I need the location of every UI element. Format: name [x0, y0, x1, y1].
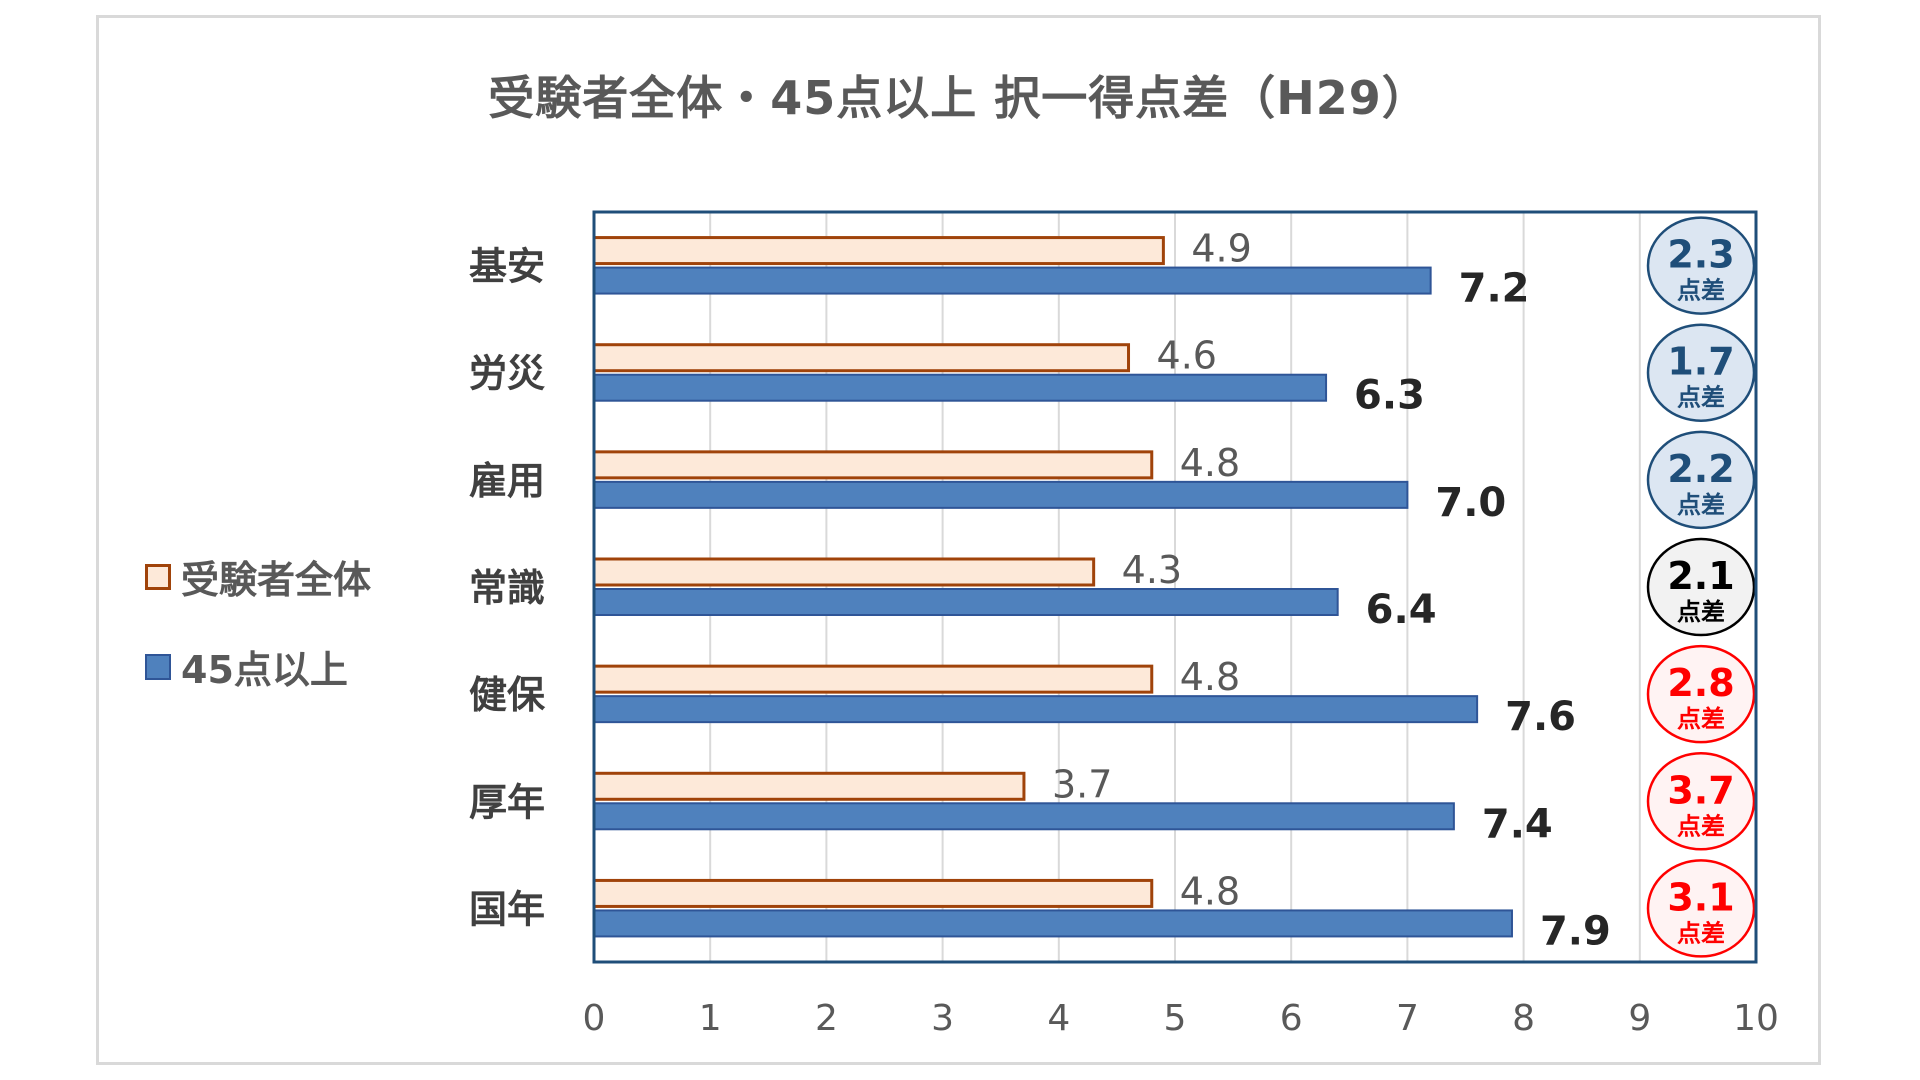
bar-series-1 — [592, 771, 1026, 801]
x-tick-label: 0 — [583, 998, 606, 1039]
data-label-series-1: 4.8 — [1180, 655, 1240, 699]
difference-badge — [1646, 323, 1756, 422]
bar-series-2 — [593, 909, 1513, 938]
bar-series-1 — [592, 557, 1096, 587]
x-tick-label: 6 — [1280, 998, 1303, 1039]
bar-layer — [592, 236, 1513, 938]
x-tick-label: 4 — [1047, 998, 1070, 1039]
category-label: 基安 — [469, 245, 545, 289]
bar-series-2 — [593, 373, 1328, 402]
difference-value: 2.1 — [1667, 554, 1734, 598]
category-label: 健保 — [469, 673, 546, 717]
x-tick-label: 9 — [1628, 998, 1651, 1039]
grid-layer — [709, 212, 1641, 962]
difference-badge — [1646, 430, 1756, 530]
difference-badge — [1646, 537, 1756, 637]
legend-item-series-1: 受験者全体 — [145, 549, 371, 604]
difference-unit: 点差 — [1677, 919, 1725, 947]
difference-value: 3.7 — [1667, 768, 1734, 812]
data-label-series-2: 7.6 — [1505, 694, 1576, 740]
x-tick-label: 7 — [1396, 998, 1419, 1039]
data-label-series-1: 4.6 — [1157, 334, 1217, 378]
difference-value: 2.3 — [1667, 233, 1734, 277]
difference-badge — [1646, 216, 1756, 315]
category-label: 国年 — [469, 887, 545, 931]
difference-value: 2.8 — [1667, 661, 1734, 705]
bar-series-2 — [593, 695, 1479, 724]
x-tick-label: 5 — [1164, 998, 1187, 1039]
data-label-series-2: 6.3 — [1354, 373, 1425, 419]
bar-series-2 — [593, 588, 1339, 616]
difference-value: 2.2 — [1667, 447, 1734, 491]
difference-unit: 点差 — [1677, 598, 1725, 626]
category-label: 厚年 — [469, 780, 545, 824]
difference-badge — [1646, 752, 1756, 851]
difference-unit: 点差 — [1677, 277, 1725, 305]
legend-swatch-series-2 — [145, 653, 171, 680]
data-label-series-2: 7.0 — [1435, 480, 1506, 526]
bar-series-1 — [592, 450, 1154, 480]
data-label-series-2: 7.4 — [1482, 801, 1553, 847]
legend-label-series-1: 受験者全体 — [181, 558, 372, 602]
axis-layer: 0 1 2 3 4 5 6 7 8 9 10 — [583, 210, 1779, 1039]
difference-badge — [1646, 859, 1756, 958]
x-tick-label: 10 — [1733, 998, 1779, 1039]
legend-label-series-2: 45点以上 — [181, 648, 348, 692]
bar-series-1 — [592, 343, 1131, 373]
data-label-series-2: 7.2 — [1459, 266, 1530, 312]
legend-swatch-series-1 — [145, 563, 171, 590]
plot-area-border — [592, 210, 1758, 964]
difference-unit: 点差 — [1677, 705, 1725, 733]
category-label: 雇用 — [469, 459, 545, 503]
difference-unit: 点差 — [1677, 384, 1725, 412]
bar-series-1 — [592, 878, 1154, 908]
data-label-series-1: 4.9 — [1191, 227, 1251, 271]
difference-badge — [1646, 644, 1756, 744]
difference-unit: 点差 — [1677, 491, 1725, 519]
difference-value: 1.7 — [1667, 340, 1734, 384]
data-label-series-1: 4.8 — [1180, 869, 1240, 913]
x-tick-label: 1 — [699, 998, 722, 1039]
bar-series-2 — [593, 480, 1409, 509]
bar-series-1 — [592, 664, 1154, 694]
chart-title: 受験者全体・45点以上 択一得点差（H29） — [488, 71, 1429, 125]
category-label: 労災 — [469, 352, 545, 396]
data-label-series-2: 7.9 — [1540, 908, 1611, 954]
label-layer: 基安 4.9 7.2 労災 4.6 6.3 雇用 4.8 7.0 常識 4.3 6.4 健保 4.8 7.6… — [469, 227, 1611, 955]
category-label: 常識 — [469, 566, 545, 610]
bar-series-2 — [593, 802, 1455, 831]
data-label-series-2: 6.4 — [1366, 587, 1437, 633]
bar-series-2 — [593, 266, 1432, 295]
difference-unit: 点差 — [1677, 812, 1725, 840]
x-tick-label: 8 — [1512, 998, 1535, 1039]
x-tick-label: 3 — [931, 998, 954, 1039]
data-label-series-1: 3.7 — [1052, 762, 1112, 806]
bar-series-1 — [592, 236, 1165, 266]
data-label-series-1: 4.8 — [1180, 441, 1240, 485]
x-tick-label: 2 — [815, 998, 838, 1039]
legend-item-series-2: 45点以上 — [145, 639, 348, 694]
difference-value: 3.1 — [1667, 875, 1734, 919]
data-label-series-1: 4.3 — [1122, 548, 1182, 592]
